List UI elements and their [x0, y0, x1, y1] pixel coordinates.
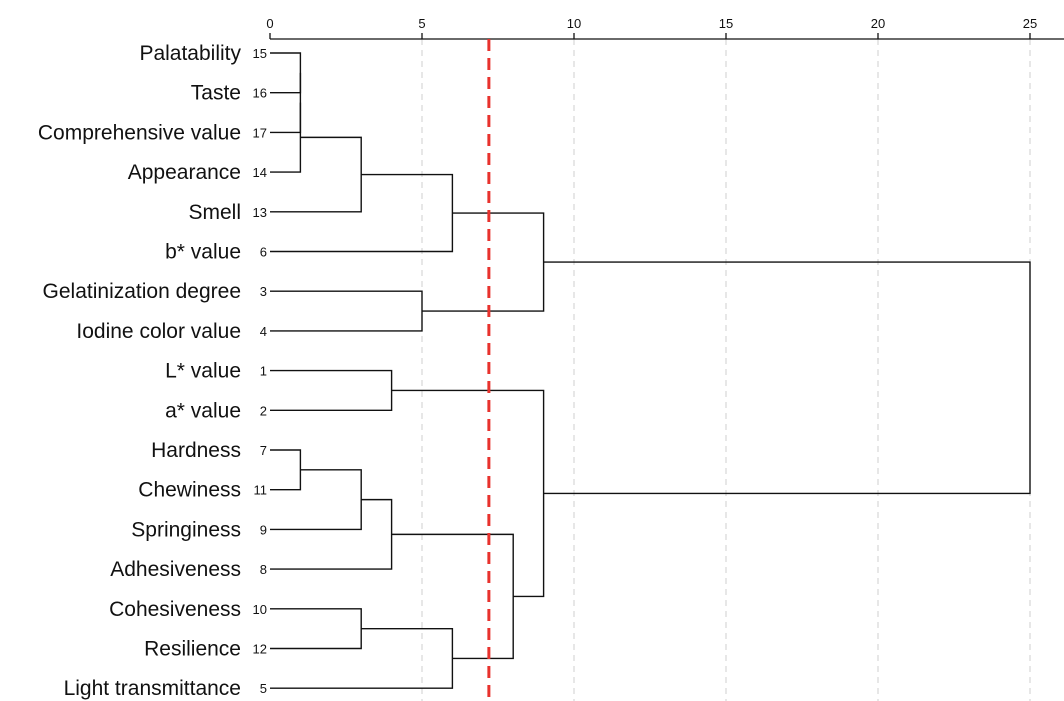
x-tick-label-20: 20 — [871, 16, 885, 31]
leaf-number-15: 15 — [253, 46, 267, 61]
leaf-label: Taste — [191, 82, 241, 105]
cluster-branch — [270, 72, 302, 134]
leaf-label: a* value — [165, 399, 241, 422]
cluster-branch — [270, 136, 362, 213]
dendrogram-branches — [270, 52, 1031, 689]
x-axis: 0 5 10 15 20 25 — [266, 16, 1064, 40]
cluster-branch — [270, 52, 302, 94]
leaf-number-9: 9 — [260, 522, 267, 537]
leaf-label: Gelatinization degree — [43, 280, 241, 303]
x-tick-label-10: 10 — [567, 16, 581, 31]
leaf-label: Appearance — [128, 161, 241, 184]
cluster-branch — [270, 369, 393, 411]
leaf-number-13: 13 — [253, 205, 267, 220]
leaf-label: Iodine color value — [76, 320, 241, 343]
cluster-branch — [270, 608, 362, 650]
leaf-label: Cohesiveness — [109, 598, 241, 621]
leaf-number-12: 12 — [253, 642, 267, 657]
leaf-label: Springiness — [131, 518, 241, 541]
cluster-branch — [270, 498, 393, 570]
leaf-label: Light transmittance — [64, 677, 241, 700]
leaf-number-7: 7 — [260, 443, 267, 458]
leaf-number-4: 4 — [260, 324, 267, 339]
leaf-number-2: 2 — [260, 403, 267, 418]
cluster-branch — [270, 290, 423, 332]
leaf-label: Resilience — [144, 638, 241, 661]
leaf-label: Adhesiveness — [110, 558, 241, 581]
leaf-number-1: 1 — [260, 364, 267, 379]
leaf-label: b* value — [165, 241, 241, 264]
cluster-branch — [391, 389, 545, 598]
leaf-number-16: 16 — [253, 86, 267, 101]
leaf-label: Palatability — [139, 42, 241, 65]
x-tick-label-15: 15 — [719, 16, 733, 31]
leaf-label: Comprehensive value — [38, 121, 241, 144]
leaf-number-6: 6 — [260, 245, 267, 260]
leaf-label: Hardness — [151, 439, 241, 462]
x-tick-label-5: 5 — [418, 16, 425, 31]
leaf-number-14: 14 — [253, 165, 267, 180]
leaf-label: Chewiness — [138, 479, 241, 502]
x-tick-label-0: 0 — [266, 16, 273, 31]
leaf-number-5: 5 — [260, 681, 267, 696]
cluster-branch — [270, 469, 362, 531]
x-tick-label-25: 25 — [1023, 16, 1037, 31]
cluster-branch — [543, 261, 1031, 495]
leaf-label: Smell — [188, 201, 241, 224]
leaf-number-8: 8 — [260, 562, 267, 577]
leaf-label: L* value — [165, 360, 241, 383]
cluster-branch — [270, 449, 302, 491]
cluster-branch — [270, 102, 302, 173]
cluster-branch — [422, 212, 545, 312]
leaf-number-3: 3 — [260, 284, 267, 299]
leaf-number-17: 17 — [253, 125, 267, 140]
leaf-number-10: 10 — [253, 602, 267, 617]
leaf-number-11: 11 — [254, 483, 268, 498]
